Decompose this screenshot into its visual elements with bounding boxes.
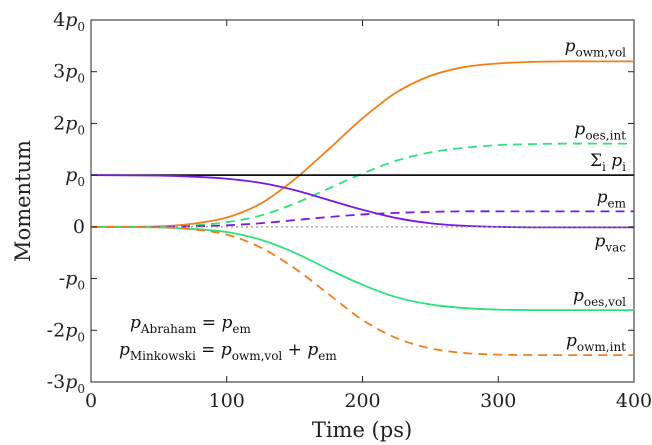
y-tick-label: 3p0 [53, 61, 85, 86]
series-label: Σi pi [590, 151, 626, 174]
series-line [90, 142, 634, 228]
series-label: poes,vol [573, 286, 626, 309]
y-tick-label: 2p0 [53, 112, 85, 137]
annotation-text: pMinkowski = powm,vol + pem [119, 340, 337, 363]
x-tick-label: 100 [209, 390, 245, 412]
x-tick-label: 400 [616, 390, 652, 412]
series-label: powm,int [566, 331, 626, 354]
series-labels: powm,vol poes,int Σi pi pem pvac poes,vol powm… [565, 36, 627, 354]
series-label: pvac [594, 231, 626, 254]
y-tick-label: 0 [73, 216, 85, 238]
series-line [90, 60, 634, 228]
annotation-text: pAbraham = pem [130, 313, 251, 336]
series-line [90, 225, 634, 312]
y-axis-ticks: -3p0 -2p0 -p0 0 p0 2p0 3p0 4p0 [47, 9, 634, 396]
x-tick-label: 200 [344, 390, 380, 412]
y-tick-label: -2p0 [47, 319, 85, 344]
series-line [90, 174, 634, 229]
series-label: poes,int [574, 120, 626, 143]
x-tick-label: 0 [85, 390, 97, 412]
x-axis-ticks: 0 100 200 300 400 [85, 20, 652, 412]
y-axis-label: Momentum [11, 140, 35, 262]
series-lines [90, 60, 634, 357]
x-axis-label: Time (ps) [312, 418, 412, 442]
y-tick-label: -3p0 [47, 371, 85, 396]
annotations: pAbraham = pem pMinkowski = powm,vol + pe… [119, 313, 337, 363]
y-tick-label: 4p0 [53, 9, 85, 34]
x-tick-label: 300 [480, 390, 516, 412]
series-label: powm,vol [565, 36, 627, 59]
series-label: pem [597, 187, 627, 210]
series-line [90, 210, 634, 228]
y-tick-label: -p0 [59, 268, 85, 293]
y-tick-label: p0 [65, 164, 85, 189]
